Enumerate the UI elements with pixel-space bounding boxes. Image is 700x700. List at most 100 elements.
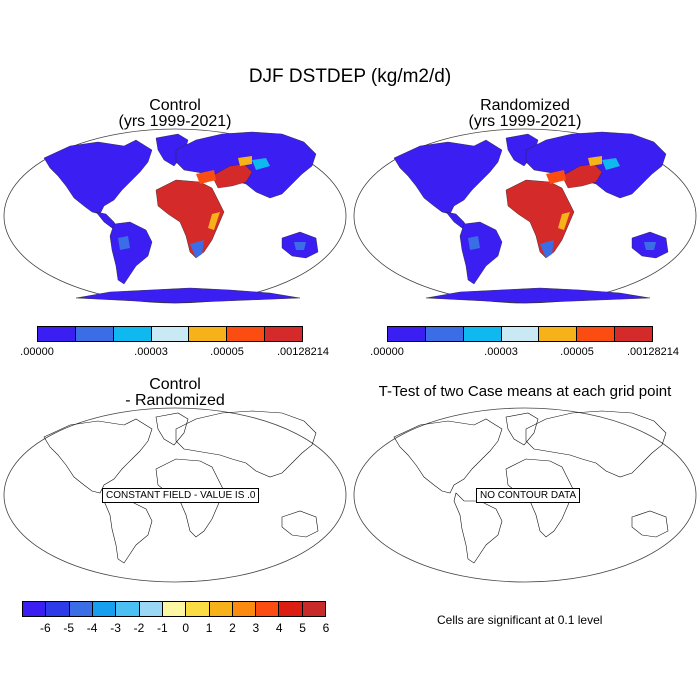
control-cbar-swatch-3 [151,327,190,341]
control-cbar-swatch-5 [227,327,266,341]
difference-cbar-label-1: -5 [63,621,75,635]
difference-cbar-swatch-0 [23,602,47,616]
difference-map-group [3,407,347,583]
difference-cbar-swatch-12 [302,602,326,616]
control-title-line2: (yrs 1999-2021) [118,113,232,130]
difference-cbar-label-8: 2 [229,621,236,635]
ttest-north-america [393,418,503,494]
ttest-south-america [453,492,503,564]
randomized-map-group [353,128,697,304]
difference-cbar-swatch-9 [232,602,257,616]
randomized-title-line2: (yrs 1999-2021) [468,113,582,130]
randomized-cbar-label-2: .00005 [560,346,594,358]
control-asia-dust-1 [196,170,216,184]
ttest-map-group [353,407,697,583]
control-map-group [3,128,347,304]
randomized-asia-dust-3 [588,156,602,166]
control-asia-dust-2 [252,158,270,170]
difference-constant-field-message: CONSTANT FIELD - VALUE IS .0 [102,488,260,503]
control-sa-dust [118,236,130,250]
randomized-cbar-swatch-3 [501,327,540,341]
randomized-cbar-swatch-5 [577,327,616,341]
randomized-cbar-label-1: .00003 [484,346,518,358]
randomized-africa [505,179,575,259]
difference-panel-title: Control - Randomized [75,377,275,409]
control-cbar-swatch-2 [113,327,152,341]
randomized-asia-dust-1 [546,170,566,184]
difference-australia [281,510,319,538]
randomized-cbar-swatch-0 [388,327,426,341]
control-asia-dust-3 [238,156,252,166]
randomized-north-america [393,139,503,215]
ttest-significance-note: Cells are significant at 0.1 level [437,613,603,627]
randomized-mideast-dust [561,163,603,189]
control-cbar-label-0: .00000 [20,346,54,358]
difference-map-border [3,407,347,583]
difference-cbar-swatch-8 [209,602,233,616]
difference-cbar-label-11: 5 [299,621,306,635]
ttest-map-border [353,407,697,583]
control-title-line1: Control [149,97,201,114]
control-cbar-swatch-1 [75,327,114,341]
ttest-greenland [505,412,539,446]
randomized-cbar-swatch-6 [615,327,653,341]
ttest-eurasia [525,410,667,478]
difference-cbar-label-9: 3 [252,621,260,635]
randomized-colorbar [387,326,653,342]
control-cbar-swatch-0 [38,327,76,341]
control-north-america [43,139,153,215]
control-africa [155,179,225,259]
difference-colorbar [22,601,326,617]
ttest-map [353,407,697,583]
control-cbar-swatch-6 [265,327,303,341]
difference-north-america [43,418,153,494]
control-mideast-dust [211,163,253,189]
figure-title: DJF DSTDEP (kg/m2/d) [248,66,452,87]
difference-cbar-label-2: -4 [86,621,98,635]
control-cbar-label-1: .00003 [134,346,168,358]
randomized-map [353,128,697,304]
difference-cbar-label-10: 4 [275,621,283,635]
difference-eurasia [175,410,317,478]
difference-greenland [155,412,189,446]
randomized-cbar-swatch-1 [425,327,464,341]
control-cbar-swatch-4 [189,327,228,341]
difference-cbar-label-4: -2 [133,621,145,635]
difference-cbar-swatch-5 [139,602,163,616]
randomized-title-line1: Randomized [480,97,570,114]
control-panel-title: Control (yrs 1999-2021) [75,98,275,130]
control-australia-dust [294,242,306,250]
difference-cbar-swatch-1 [46,602,70,616]
difference-cbar-swatch-7 [186,602,210,616]
randomized-africa-south [540,240,554,258]
randomized-panel-title: Randomized (yrs 1999-2021) [425,98,625,130]
difference-cbar-swatch-6 [162,602,187,616]
randomized-cbar-swatch-2 [463,327,502,341]
control-antarctica [75,287,301,304]
difference-cbar-label-5: -1 [156,621,168,635]
difference-cbar-swatch-4 [116,602,140,616]
difference-title-line1: Control [149,376,201,393]
difference-south-america [103,492,153,564]
difference-cbar-label-0: -6 [40,621,51,635]
ttest-panel-title: T-Test of two Case means at each grid po… [378,383,672,400]
difference-title-line2: - Randomized [125,392,225,409]
difference-cbar-label-12: 6 [322,621,330,635]
difference-cbar-label-6: 0 [182,621,190,635]
control-cbar-label-2: .00005 [210,346,244,358]
difference-cbar-swatch-3 [92,602,117,616]
control-colorbar [37,326,303,342]
difference-map [3,407,347,583]
randomized-australia-dust [644,242,656,250]
difference-cbar-swatch-10 [256,602,280,616]
difference-cbar-swatch-2 [69,602,93,616]
difference-cbar-label-3: -3 [110,621,121,635]
control-africa-edge [208,212,220,230]
randomized-sa-dust [468,236,480,250]
randomized-africa-edge [558,212,570,230]
difference-cbar-label-7: 1 [205,621,213,635]
randomized-asia-dust-2 [602,158,620,170]
randomized-antarctica [425,287,651,304]
randomized-cbar-label-0: .00000 [370,346,404,358]
